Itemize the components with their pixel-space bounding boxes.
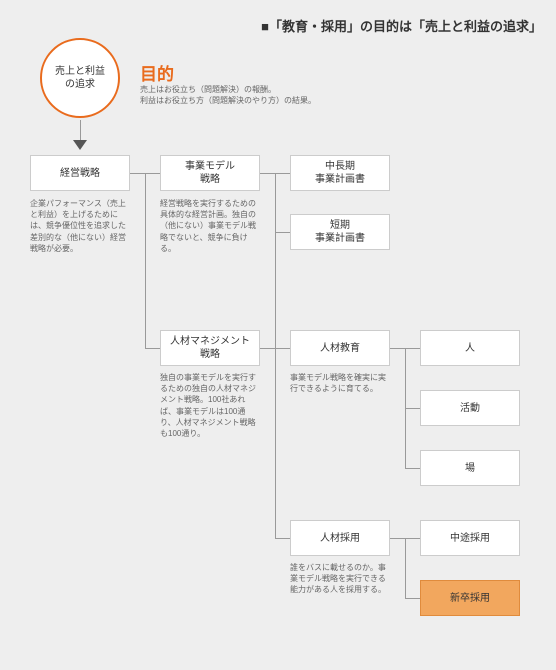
node-hr-recruit: 人材採用 (290, 520, 390, 556)
connector-line (260, 173, 275, 174)
node-label: 人材採用 (320, 532, 360, 545)
connector-line (275, 348, 290, 349)
arrow-icon (73, 140, 87, 150)
connector-line (390, 538, 405, 539)
purpose-circle: 売上と利益の追求 (40, 38, 120, 118)
node-label: 新卒採用 (450, 592, 490, 605)
connector-line (405, 538, 420, 539)
node-label: 場 (465, 462, 475, 475)
purpose-desc: 売上はお役立ち（問題解決）の報酬。利益はお役立ち方（問題解決のやり方）の結果。 (140, 84, 400, 106)
connector-line (275, 173, 276, 348)
node-label: 経営戦略 (60, 167, 100, 180)
node-place: 場 (420, 450, 520, 486)
connector-line (260, 348, 275, 349)
node-label: 活動 (460, 402, 480, 415)
connector-line (275, 348, 276, 538)
connector-line (275, 232, 290, 233)
connector-line (275, 538, 290, 539)
connector-line (275, 173, 290, 174)
connector-line (390, 348, 405, 349)
node-hr-mgmt: 人材マネジメント戦略 (160, 330, 260, 366)
node-label: 短期事業計画書 (315, 219, 365, 245)
connector-line (130, 173, 145, 174)
node-biz-model: 事業モデル戦略 (160, 155, 260, 191)
node-midlong-plan: 中長期事業計画書 (290, 155, 390, 191)
node-mgmt-strategy: 経営戦略 (30, 155, 130, 191)
node-label: 中長期事業計画書 (315, 160, 365, 186)
node-activity: 活動 (420, 390, 520, 426)
node-desc: 事業モデル戦略を確実に実行できるように育てる。 (290, 372, 390, 394)
node-desc: 企業パフォーマンス（売上と利益）を上げるためには、競争優位性を追求した差別的な（… (30, 198, 130, 254)
connector-line (80, 120, 81, 140)
purpose-circle-text: 売上と利益の追求 (55, 65, 105, 91)
node-mid-recruit: 中途採用 (420, 520, 520, 556)
header-title: ■「教育・採用」の目的は「売上と利益の追求」 (261, 16, 542, 35)
node-desc: 経営戦略を実行するための具体的な経営計画。独自の（他にない）事業モデル戦略でない… (160, 198, 260, 254)
node-desc: 独自の事業モデルを実行するための独自の人材マネジメント戦略。100社あれば、事業… (160, 372, 260, 439)
node-new-recruit: 新卒採用 (420, 580, 520, 616)
connector-line (405, 468, 420, 469)
node-people: 人 (420, 330, 520, 366)
node-short-plan: 短期事業計画書 (290, 214, 390, 250)
connector-line (405, 598, 420, 599)
connector-line (405, 538, 406, 598)
connector-line (405, 408, 420, 409)
purpose-label: 目的 (140, 60, 174, 85)
connector-line (145, 173, 146, 348)
node-desc: 誰をバスに載せるのか。事業モデル戦略を実行できる能力がある人を採用する。 (290, 562, 390, 596)
connector-line (145, 348, 160, 349)
connector-line (405, 348, 420, 349)
diagram-canvas: ■「教育・採用」の目的は「売上と利益の追求」 売上と利益の追求 目的 売上はお役… (0, 0, 556, 670)
node-label: 人材教育 (320, 342, 360, 355)
node-label: 人材マネジメント戦略 (170, 335, 250, 361)
node-label: 中途採用 (450, 532, 490, 545)
node-hr-edu: 人材教育 (290, 330, 390, 366)
node-label: 事業モデル戦略 (185, 160, 235, 186)
node-label: 人 (465, 342, 475, 355)
